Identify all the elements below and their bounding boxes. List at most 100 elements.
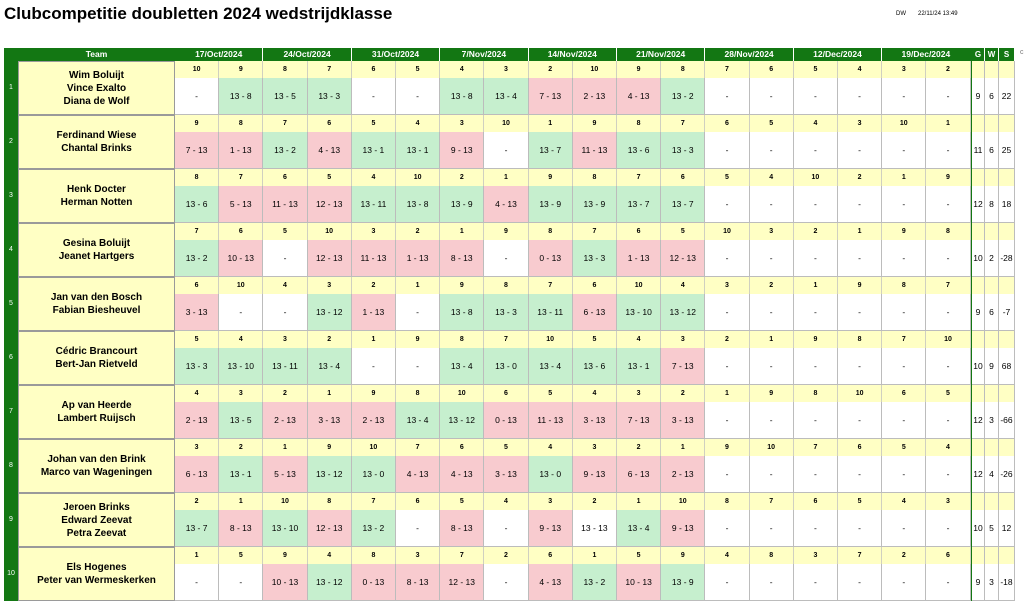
- match-score: -: [882, 186, 927, 223]
- opponent-number: 9: [440, 277, 485, 294]
- opponent-number: 1: [572, 547, 617, 564]
- match-score: 13 - 0: [484, 348, 529, 385]
- match-score: -: [926, 348, 971, 385]
- team-names: Wim Boluijt Vince Exalto Diana de Wolf: [18, 61, 175, 115]
- match-score: -: [705, 402, 750, 439]
- player-name: Edward Zeevat: [61, 514, 132, 526]
- w-value: 6: [985, 294, 999, 331]
- w-top: [985, 547, 999, 564]
- opponent-number: 10: [793, 169, 838, 186]
- opponent-number: 2: [572, 493, 617, 510]
- opponent-number: 6: [351, 61, 396, 78]
- player-name: Chantal Brinks: [61, 143, 132, 154]
- opponent-number: 3: [175, 439, 220, 456]
- opponent-number: 9: [882, 223, 927, 240]
- match-score: 10 - 13: [617, 564, 662, 601]
- opponent-number: 1: [307, 385, 352, 402]
- match-score: 3 - 13: [307, 402, 352, 439]
- opponent-number: 4: [484, 493, 529, 510]
- match-score: 13 - 4: [396, 402, 441, 439]
- match-score: 3 - 13: [484, 456, 529, 493]
- opponent-number: 1: [175, 547, 220, 564]
- match-score: -: [926, 510, 971, 547]
- opponent-number: 2: [440, 169, 485, 186]
- opponent-number: 1: [661, 439, 706, 456]
- match-score: 13 - 5: [263, 78, 308, 115]
- match-score: -: [396, 294, 441, 331]
- opponent-number: 6: [263, 169, 308, 186]
- w-value: 8: [985, 186, 999, 223]
- opponent-number: 7: [440, 547, 485, 564]
- g-top: [972, 61, 985, 78]
- opponent-number: 9: [219, 61, 264, 78]
- match-score: -: [882, 78, 927, 115]
- opponent-number: 4: [572, 385, 617, 402]
- g-value: 11: [972, 132, 985, 169]
- opponent-number: 9: [617, 61, 662, 78]
- match-score: -: [882, 294, 927, 331]
- match-score: 13 - 12: [307, 294, 352, 331]
- match-score: 0 - 13: [484, 402, 529, 439]
- opponent-number: 5: [440, 493, 485, 510]
- opponent-number: 6: [705, 115, 750, 132]
- match-score: 13 - 1: [617, 348, 662, 385]
- match-score: -: [882, 132, 927, 169]
- s-value: 68: [999, 348, 1015, 385]
- opponent-number: 1: [440, 223, 485, 240]
- opponent-number: 8: [572, 169, 617, 186]
- match-score: -: [838, 510, 883, 547]
- match-score: 12 - 13: [307, 186, 352, 223]
- match-score: 8 - 13: [440, 510, 485, 547]
- s-value: 22: [999, 78, 1015, 115]
- opponent-number: 6: [617, 223, 662, 240]
- match-score: 3 - 13: [572, 402, 617, 439]
- match-score: -: [705, 294, 750, 331]
- s-value: 25: [999, 132, 1015, 169]
- player-name: Cédric Brancourt: [55, 346, 138, 357]
- opponent-number: 5: [705, 169, 750, 186]
- w-top: [985, 331, 999, 348]
- match-score: -: [926, 294, 971, 331]
- w-top: [985, 169, 999, 186]
- team-names: Ferdinand Wiese Chantal Brinks: [18, 115, 175, 169]
- opponent-number: 5: [572, 331, 617, 348]
- opponent-number: 7: [661, 115, 706, 132]
- match-score: 13 - 3: [661, 132, 706, 169]
- match-score: 13 - 11: [263, 348, 308, 385]
- opponent-number: 10: [484, 115, 529, 132]
- player-name: Petra Zeevat: [66, 527, 127, 539]
- s-top: [999, 223, 1015, 240]
- opponent-number: 1: [528, 115, 573, 132]
- opponent-number: 6: [882, 385, 927, 402]
- opponent-number: 10: [661, 493, 706, 510]
- w-value: 6: [985, 132, 999, 169]
- match-score: 12 - 13: [440, 564, 485, 601]
- player-name: Herman Notten: [60, 197, 133, 208]
- match-score: 9 - 13: [661, 510, 706, 547]
- opponent-number: 5: [528, 385, 573, 402]
- opponent-number: 7: [219, 169, 264, 186]
- opponent-number: 6: [572, 277, 617, 294]
- opponent-number: 8: [440, 331, 485, 348]
- match-score: 0 - 13: [528, 240, 573, 277]
- opponent-number: 8: [263, 61, 308, 78]
- meta-code: DW: [896, 11, 906, 17]
- s-top: [999, 277, 1015, 294]
- match-score: 4 - 13: [484, 186, 529, 223]
- team-names: Jan van den Bosch Fabian Biesheuvel: [18, 277, 175, 331]
- match-score: 13 - 6: [572, 348, 617, 385]
- match-score: -: [838, 402, 883, 439]
- match-score: 12 - 13: [307, 240, 352, 277]
- match-score: 13 - 4: [440, 348, 485, 385]
- date-header: 24/Oct/2024: [263, 48, 352, 61]
- opponent-number: 10: [528, 331, 573, 348]
- match-score: 13 - 4: [617, 510, 662, 547]
- match-score: -: [838, 294, 883, 331]
- opponent-number: 1: [351, 331, 396, 348]
- match-score: -: [926, 456, 971, 493]
- opponent-number: 9: [793, 331, 838, 348]
- match-score: -: [484, 240, 529, 277]
- g-value: 12: [972, 402, 985, 439]
- match-score: -: [838, 456, 883, 493]
- player-name: Marco van Wageningen: [40, 467, 153, 478]
